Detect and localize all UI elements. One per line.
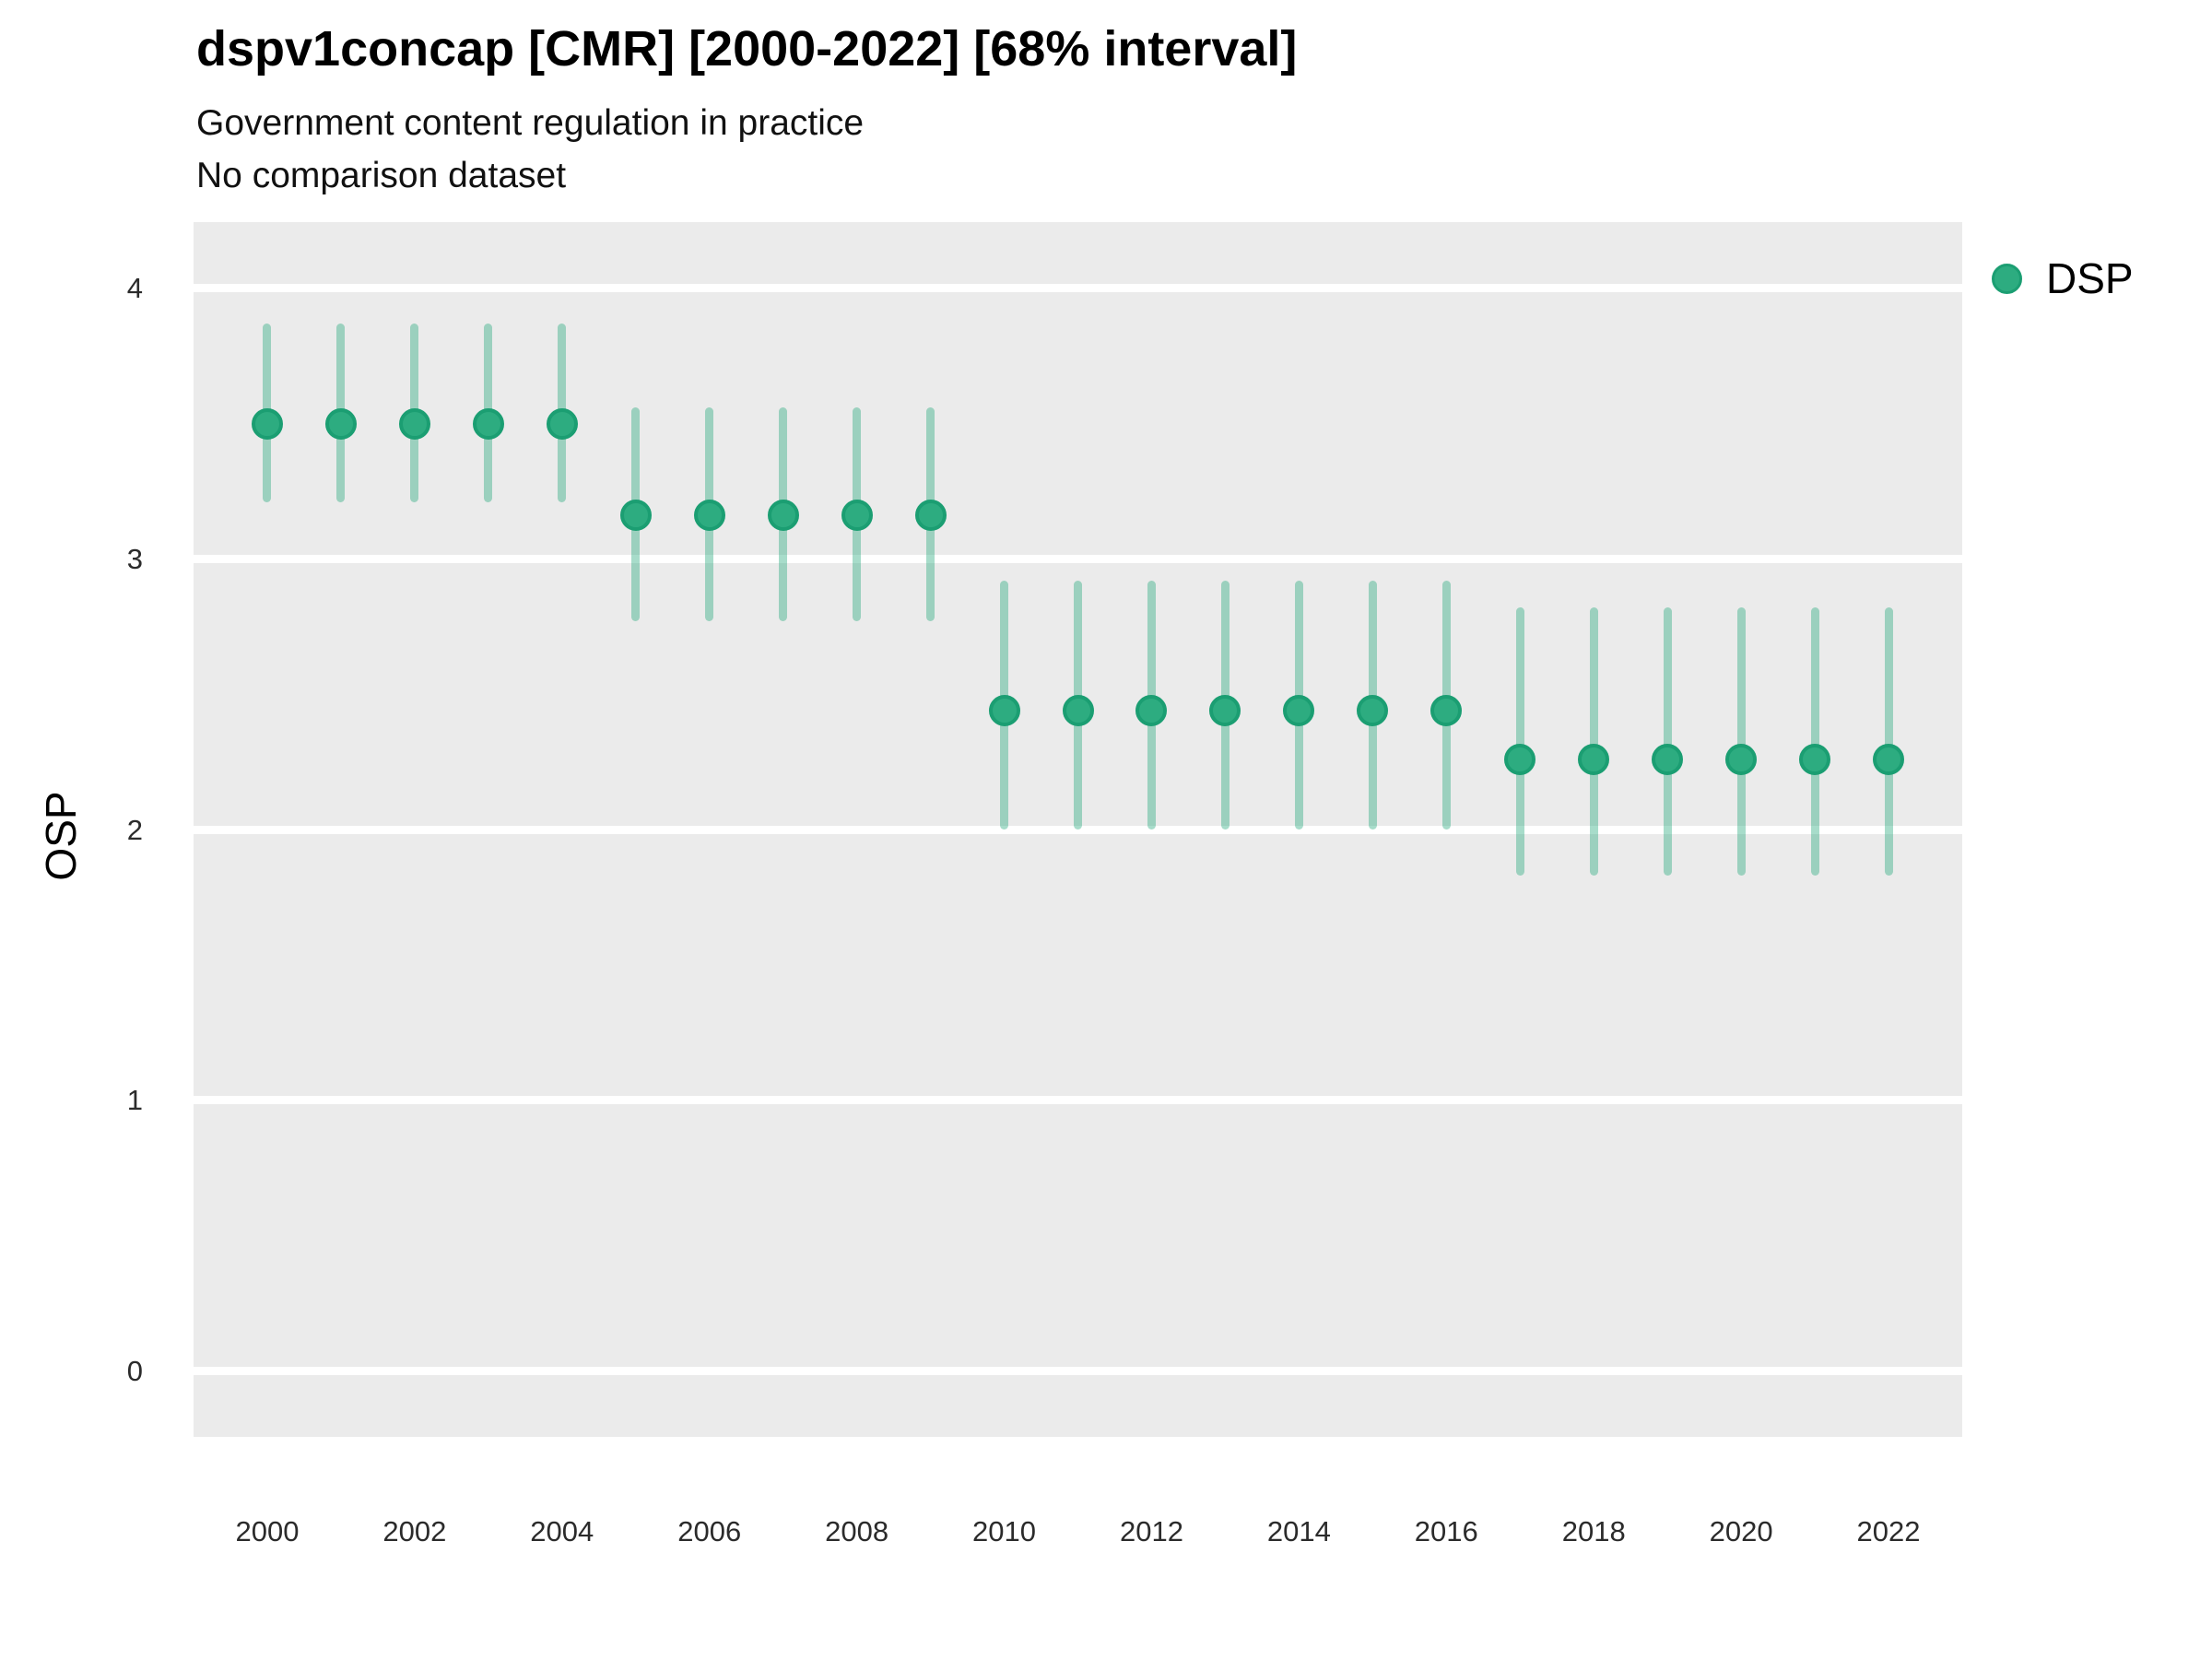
interval-bar-2019 — [1663, 607, 1672, 876]
point-estimate-2013 — [1209, 694, 1241, 726]
point-estimate-2008 — [841, 500, 873, 532]
point-estimate-2000 — [251, 407, 283, 440]
y-tick-label-1: 1 — [126, 1084, 143, 1117]
point-estimate-2002 — [398, 407, 430, 440]
point-estimate-2001 — [324, 407, 357, 440]
x-tick-label-2000: 2000 — [235, 1515, 300, 1547]
x-tick-label-2022: 2022 — [1856, 1515, 1921, 1547]
legend-series-label: DSP — [2046, 254, 2134, 302]
point-estimate-2018 — [1578, 743, 1610, 775]
plot-panel — [194, 222, 1962, 1437]
point-estimate-2017 — [1504, 743, 1536, 775]
interval-bar-2022 — [1884, 607, 1893, 876]
point-estimate-2016 — [1430, 694, 1463, 726]
point-estimate-2004 — [546, 407, 578, 440]
point-estimate-2010 — [988, 694, 1020, 726]
point-estimate-2009 — [914, 500, 947, 532]
point-estimate-2020 — [1725, 743, 1758, 775]
chart-title: dspv1concap [CMR] [2000-2022] [68% inter… — [196, 21, 1298, 76]
point-estimate-2006 — [693, 500, 725, 532]
x-tick-label-2016: 2016 — [1414, 1515, 1478, 1547]
point-estimate-2021 — [1799, 743, 1831, 775]
point-estimate-2003 — [472, 407, 504, 440]
chart-subtitle: Government content regulation in practic… — [196, 103, 865, 143]
gridline-y-4 — [194, 284, 1962, 293]
legend-point-marker — [1992, 263, 2022, 294]
y-tick-label-3: 3 — [126, 542, 143, 575]
point-estimate-2007 — [767, 500, 799, 532]
point-estimate-2019 — [1652, 743, 1684, 775]
gridline-y-0 — [194, 1366, 1962, 1375]
point-estimate-2022 — [1873, 743, 1905, 775]
x-tick-label-2008: 2008 — [825, 1515, 889, 1547]
point-estimate-2011 — [1062, 694, 1094, 726]
gridline-y-2 — [194, 825, 1962, 834]
point-estimate-2014 — [1283, 694, 1315, 726]
interval-bar-2021 — [1810, 607, 1819, 876]
x-tick-label-2010: 2010 — [972, 1515, 1037, 1547]
y-tick-label-0: 0 — [126, 1354, 143, 1387]
x-tick-label-2014: 2014 — [1266, 1515, 1331, 1547]
x-tick-label-2004: 2004 — [530, 1515, 594, 1547]
x-tick-label-2006: 2006 — [677, 1515, 742, 1547]
x-tick-label-2018: 2018 — [1561, 1515, 1626, 1547]
point-estimate-2012 — [1135, 694, 1168, 726]
interval-bar-2018 — [1589, 607, 1598, 876]
gridline-y-1 — [194, 1096, 1962, 1105]
interval-bar-2017 — [1515, 607, 1524, 876]
gridline-y-3 — [194, 554, 1962, 563]
interval-bar-2020 — [1736, 607, 1746, 876]
point-estimate-2005 — [619, 500, 652, 532]
legend: DSP — [1992, 257, 2134, 300]
x-tick-label-2002: 2002 — [382, 1515, 447, 1547]
x-tick-label-2012: 2012 — [1119, 1515, 1183, 1547]
y-tick-label-4: 4 — [126, 272, 143, 305]
chart-subtitle-comparison: No comparison dataset — [196, 156, 567, 195]
y-tick-label-2: 2 — [126, 813, 143, 846]
point-estimate-2015 — [1357, 694, 1389, 726]
x-tick-label-2020: 2020 — [1709, 1515, 1773, 1547]
